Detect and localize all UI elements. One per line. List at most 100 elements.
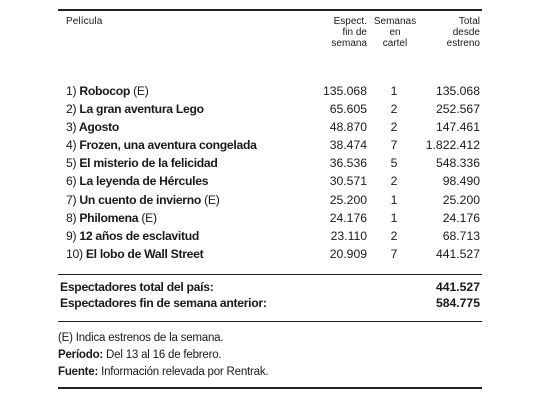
movie-title: 4) Frozen, una aventura congelada (66, 138, 257, 152)
espect-value: 24.176 (329, 210, 367, 225)
espect-value: 48.870 (329, 120, 367, 135)
table-row: 2) La gran aventura Lego 65.605 2 252.56… (58, 99, 482, 117)
table-row: 9) 12 años de esclavitud 23.110 2 68.713 (58, 226, 482, 244)
semanas-value: 1 (390, 84, 398, 98)
total-pais-value: 441.527 (435, 280, 480, 295)
note-fuente: Fuente: Información relevada por Rentrak… (58, 364, 482, 381)
rank: 5) (66, 156, 77, 171)
header-semanas-line: cartel (382, 38, 408, 49)
header-semanas-line: Semanas (373, 16, 417, 27)
table-row: 4) Frozen, una aventura congelada 38.474… (58, 135, 482, 153)
total-pais-row: Espectadores total del país: 441.527 (58, 279, 482, 295)
semanas-value: 2 (390, 102, 398, 117)
title-text: La gran aventura Lego (79, 102, 204, 117)
title-text: El misterio de la felicidad (79, 156, 218, 171)
table-row: 1) Robocop (E) 135.068 1 135.068 (58, 81, 482, 99)
total-pais-label: Espectadores total del país: (60, 280, 214, 295)
movie-title: 6) La leyenda de Hércules (66, 174, 209, 189)
title-text: El lobo de Wall Street (85, 246, 204, 261)
total-value: 68.713 (442, 228, 480, 243)
espect-value: 38.474 (329, 138, 367, 153)
table-header: Película Espect. fin de semana Semanas e… (58, 11, 482, 81)
totals-block: Espectadores total del país: 441.527 Esp… (58, 279, 482, 315)
rank: 8) (66, 210, 77, 225)
header-espect: Espect. fin de semana (307, 16, 367, 49)
rank: 1) (66, 84, 77, 98)
header-total-line: desde (452, 27, 480, 38)
box-office-table: Película Espect. fin de semana Semanas e… (58, 9, 482, 390)
rank: 2) (66, 102, 77, 117)
header-semanas: Semanas en cartel (372, 16, 418, 49)
total-value: 252.567 (435, 102, 480, 117)
fin-semana-anterior-label: Espectadores fin de semana anterior: (60, 296, 267, 311)
title-text: Philomena (79, 210, 139, 225)
bottom-rule (58, 387, 482, 390)
periodo-text: Del 13 al 16 de febrero. (103, 349, 222, 362)
periodo-label: Período: (58, 349, 104, 362)
fin-semana-anterior-value: 584.775 (435, 296, 480, 311)
movie-title: 2) La gran aventura Lego (66, 102, 204, 116)
divider (58, 273, 482, 276)
semanas-value: 7 (390, 138, 398, 153)
table-row: 7) Un cuento de invierno (E) 25.200 1 25… (58, 190, 482, 208)
table-body: 1) Robocop (E) 135.068 1 135.068 2) La g… (58, 81, 482, 262)
title-text: Un cuento de invierno (79, 192, 202, 207)
movie-title: 9) 12 años de esclavitud (66, 229, 199, 243)
espect-value: 20.909 (329, 246, 367, 261)
title-text: Robocop (79, 84, 131, 98)
header-semanas-line: en (389, 27, 401, 38)
espect-value: 135.068 (322, 84, 367, 98)
movie-title: 1) Robocop (E) (66, 84, 149, 98)
semanas-value: 5 (390, 156, 398, 171)
espect-value: 23.110 (330, 228, 367, 243)
title-text: La leyenda de Hércules (79, 174, 209, 189)
divider (58, 321, 482, 323)
table-row: 5) El misterio de la felicidad 36.536 5 … (58, 153, 482, 171)
movie-title: 5) El misterio de la felicidad (66, 156, 218, 170)
total-value: 548.336 (435, 156, 480, 171)
title-text: Agosto (78, 120, 120, 135)
header-total-line: estreno (446, 38, 480, 49)
total-value: 1.822.412 (425, 138, 480, 153)
rank: 9) (66, 228, 77, 243)
rank: 4) (66, 138, 77, 153)
rank: 6) (66, 174, 77, 189)
semanas-value: 1 (390, 210, 398, 225)
estreno-tag: (E) (141, 210, 157, 225)
semanas-value: 2 (390, 174, 398, 189)
header-total-line: Total (458, 16, 480, 27)
semanas-value: 7 (390, 246, 398, 261)
total-value: 135.068 (435, 84, 480, 98)
movie-title: 7) Un cuento de invierno (E) (66, 192, 220, 207)
top-rule (58, 9, 482, 11)
espect-value: 25.200 (329, 192, 367, 207)
total-value: 24.176 (442, 210, 480, 225)
estreno-tag: (E) (133, 84, 149, 98)
note-periodo: Período: Del 13 al 16 de febrero. (58, 347, 482, 364)
fuente-text: Información relevada por Rentrak. (98, 366, 269, 379)
table-row: 3) Agosto 48.870 2 147.461 (58, 117, 482, 135)
estreno-tag: (E) (204, 192, 220, 207)
note-estrenos: (E) Indica estrenos de la semana. (58, 332, 224, 345)
table-row: 6) La leyenda de Hércules 30.571 2 98.49… (58, 171, 482, 189)
rank: 10) (66, 246, 83, 261)
rank: 3) (66, 120, 77, 135)
movie-title: 8) Philomena (E) (66, 211, 157, 225)
header-espect-line: semana (331, 38, 367, 49)
header-pelicula: Película (66, 16, 103, 27)
table-row: 8) Philomena (E) 24.176 1 24.176 (58, 208, 482, 226)
title-text: Frozen, una aventura congelada (79, 138, 257, 153)
header-total: Total desde estreno (430, 16, 480, 49)
fuente-label: Fuente: (58, 366, 99, 379)
espect-value: 36.536 (329, 156, 367, 171)
espect-value: 30.571 (329, 174, 367, 189)
total-value: 25.200 (442, 192, 480, 207)
movie-title: 3) Agosto (66, 120, 119, 134)
title-text: 12 años de esclavitud (79, 228, 200, 243)
fin-semana-anterior-row: Espectadores fin de semana anterior: 584… (58, 295, 482, 311)
total-value: 147.461 (435, 120, 480, 135)
espect-value: 65.605 (329, 102, 367, 117)
table-row: 10) El lobo de Wall Street 20.909 7 441.… (58, 244, 482, 262)
header-espect-line: fin de (342, 27, 367, 38)
footnotes: (E) Indica estrenos de la semana. Períod… (58, 322, 482, 381)
